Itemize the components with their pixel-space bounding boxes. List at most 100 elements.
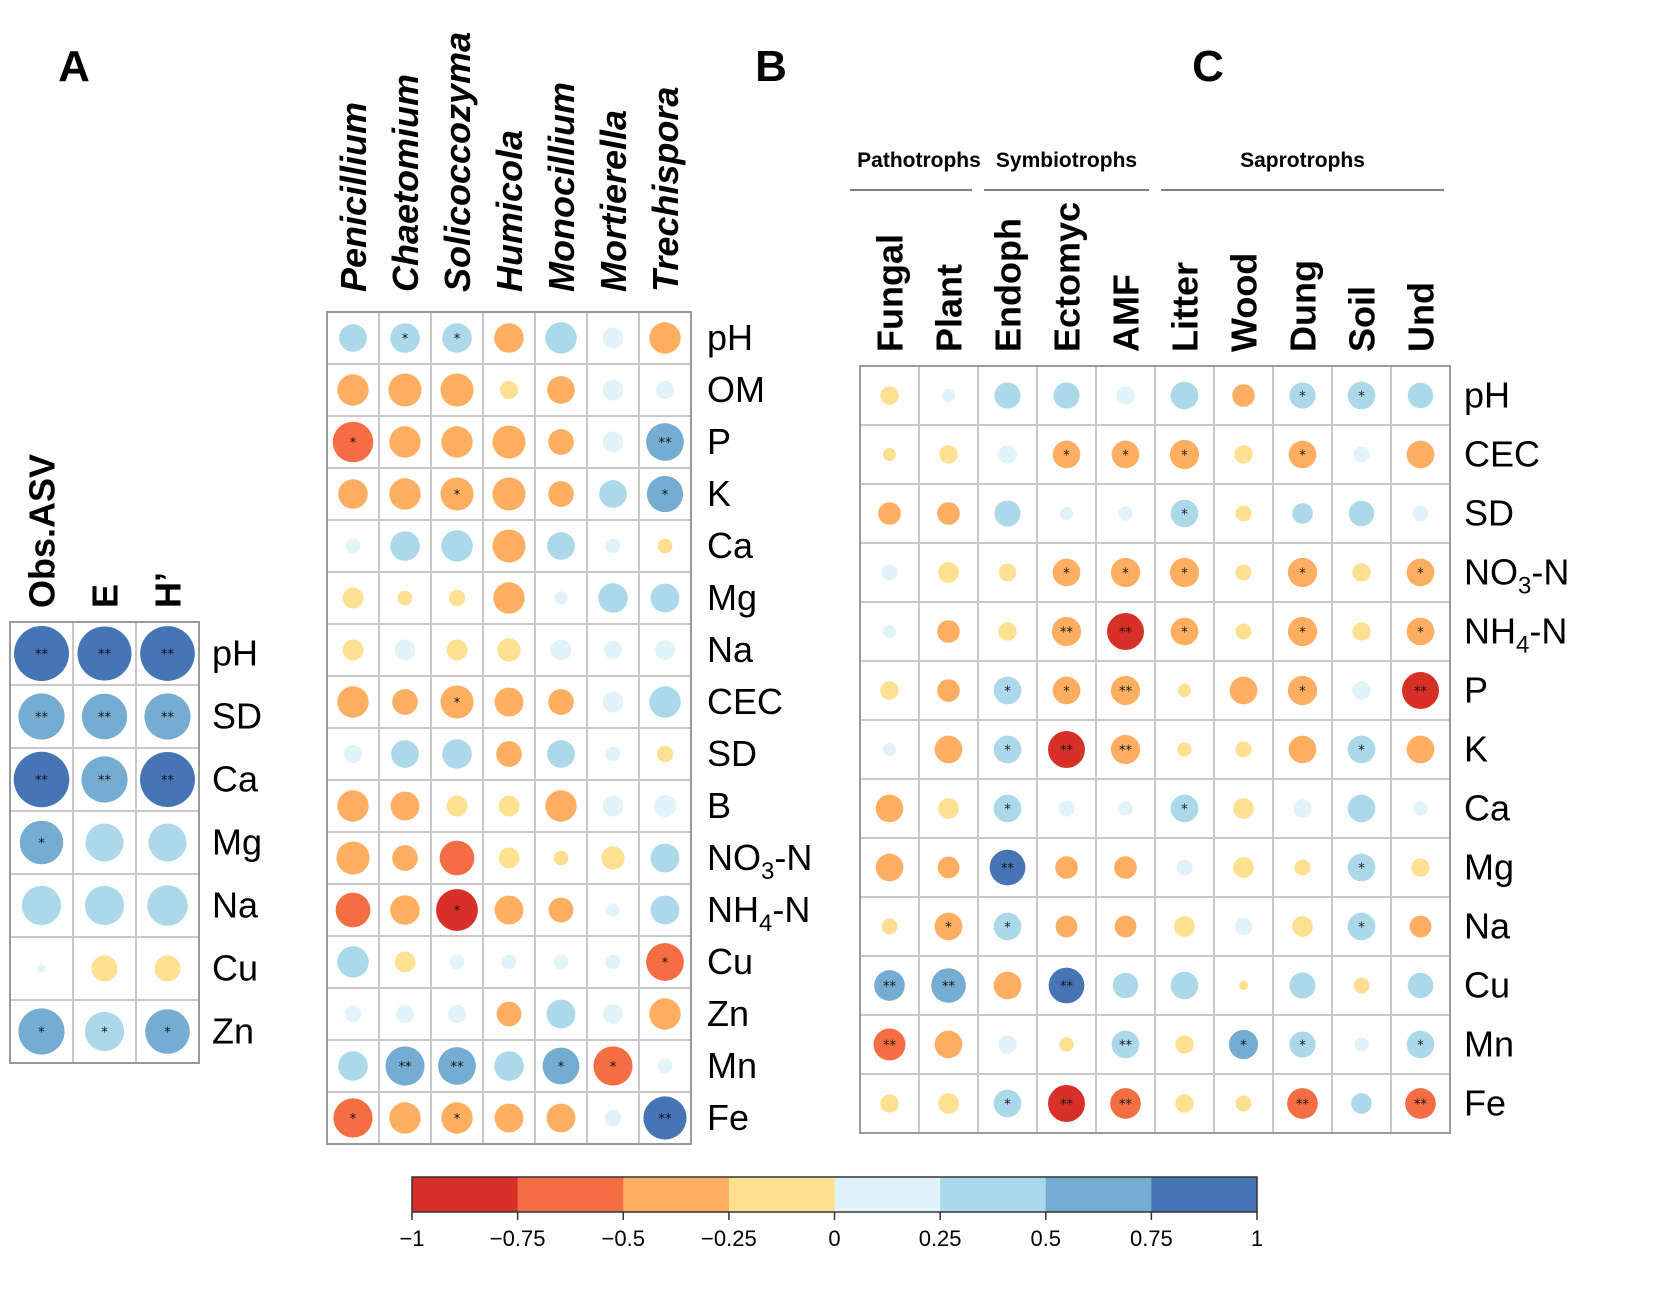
corr-circle-cu-chaetomium [394,951,416,973]
corr-circle-b-humicola [498,795,520,817]
row-label-ca: Ca [707,525,754,566]
corr-circle-sd-plant [937,502,960,525]
colorbar-tick-label: −0.75 [490,1226,546,1251]
corr-circle-fe-plant [938,1093,959,1114]
column-label-h: H’ [148,572,189,608]
corr-circle-ca-mortierella [605,538,621,554]
corr-circle-ca-dung [1293,799,1312,818]
corr-circle-no3-n-dung [1287,557,1318,588]
corr-circle-nh4-n-wood [1235,623,1252,640]
corr-circle-sd-obs-asv [18,693,65,740]
corr-circle-cu-obs-asv [37,964,46,973]
corr-circle-mg-penicillium [342,587,364,609]
corr-circle-na-dung [1292,916,1313,937]
corr-circle-k-mortierella [599,480,627,508]
significance-mark: * [454,904,461,919]
corr-circle-ph-dung [1289,382,1316,409]
corr-circle-no3-n-solicoccozyma [439,840,475,876]
cell-na-endoph [977,896,1038,957]
group-label-symbiotrophs: Symbiotrophs [996,149,1137,172]
corr-circle-sd-endoph [994,500,1021,527]
corr-circle-na-solicoccozyma [446,639,468,661]
corr-circle-cu-endoph [993,971,1022,1000]
corr-circle-zn-mortierella [603,1004,623,1024]
corr-circle-sd-h [144,693,191,740]
corr-circle-cec-humicola [494,687,524,717]
colorbar-bin [517,1177,624,1212]
corr-circle-ph-chaetomium [390,323,420,353]
corr-circle-ph-obs-asv [14,626,69,681]
column-label-plant: Plant [929,264,970,352]
corr-circle-sd-chaetomium [391,740,419,768]
corr-circle-om-monocillium [547,376,575,404]
corr-circle-k-soil [1347,735,1376,764]
corr-circle-b-monocillium [545,790,577,822]
cell-k-wood [1213,719,1274,780]
corr-circle-fe-dung [1287,1088,1318,1119]
corr-circle-no3-n-mortierella [601,846,625,870]
column-label-penicillium: Penicillium [333,102,374,292]
column-label-endoph: Endoph [988,218,1029,352]
corr-circle-na-h [147,885,188,926]
corr-circle-k-humicola [492,477,526,511]
corr-circle-cu-wood [1238,980,1249,991]
column-label-mortierella: Mortierella [593,110,634,292]
significance-mark: ** [1060,1098,1074,1113]
corr-circle-ca-soil [1347,794,1376,823]
significance-mark: ** [35,711,49,726]
corr-circle-mg-obs-asv [19,820,64,865]
significance-mark: * [662,956,669,971]
corr-circle-sd-e [81,693,128,740]
corr-circle-sd-trechispora [656,745,674,763]
row-label-ph: pH [707,317,753,358]
corr-circle-mg-amf [1114,856,1137,879]
significance-mark: * [1122,449,1129,464]
row-label-nh4-n: NH4-N [1464,611,1567,659]
corr-circle-sd-mortierella [605,746,621,762]
significance-mark: ** [98,774,112,789]
corr-circle-fe-wood [1235,1095,1252,1112]
corr-circle-mn-soil [1354,1037,1369,1052]
significance-mark: ** [1060,626,1074,641]
corr-circle-ca-monocillium [547,532,575,560]
corr-circle-mg-plant [937,856,960,879]
panel-a-heatmap: ** ** **** ** **** ** **** * *pHSDCaMgNaCuZnObs.… [9,454,262,1064]
cell-sd-dung [1272,483,1333,544]
corr-circle-cec-plant [939,445,958,464]
row-label-ph: pH [1464,375,1510,416]
significance-mark: * [1004,685,1011,700]
significance-mark: ** [1060,744,1074,759]
corr-circle-p-soil [1352,681,1371,700]
corr-circle-cec-chaetomium [392,689,418,715]
corr-circle-cu-mortierella [605,954,621,970]
corr-circle-om-humicola [499,380,519,400]
corr-circle-ca-amf [1118,801,1133,816]
corr-circle-fe-mortierella [604,1109,622,1127]
significance-mark: * [1358,921,1365,936]
corr-circle-mn-und [1406,1030,1435,1059]
corr-circle-na-mortierella [603,640,623,660]
row-label-mn: Mn [1464,1024,1514,1065]
row-label-cu: Cu [707,941,753,982]
corr-circle-cu-humicola [501,954,517,970]
corr-circle-cu-fungal [874,970,905,1001]
row-label-k: K [707,473,731,514]
corr-circle-nh4-n-plant [937,620,960,643]
corr-circle-k-monocillium [548,481,574,507]
significance-mark: * [101,1026,108,1041]
significance-mark: * [1299,449,1306,464]
corr-circle-mg-humicola [493,582,525,614]
corr-circle-cec-trechispora [649,686,681,718]
corr-circle-k-penicillium [338,479,368,509]
row-label-sd: SD [1464,493,1514,534]
column-label-humicola: Humicola [489,130,530,292]
corr-circle-nh4-n-amf [1107,613,1144,650]
group-label-pathotrophs: Pathotrophs [857,149,981,172]
cell-na-e [72,873,137,938]
corr-circle-fe-chaetomium [389,1102,421,1134]
corr-circle-na-monocillium [550,639,572,661]
significance-mark: ** [1001,862,1015,877]
heatmap-frame [9,621,200,1064]
row-label-k: K [1464,729,1488,770]
row-label-fe: Fe [707,1097,749,1138]
